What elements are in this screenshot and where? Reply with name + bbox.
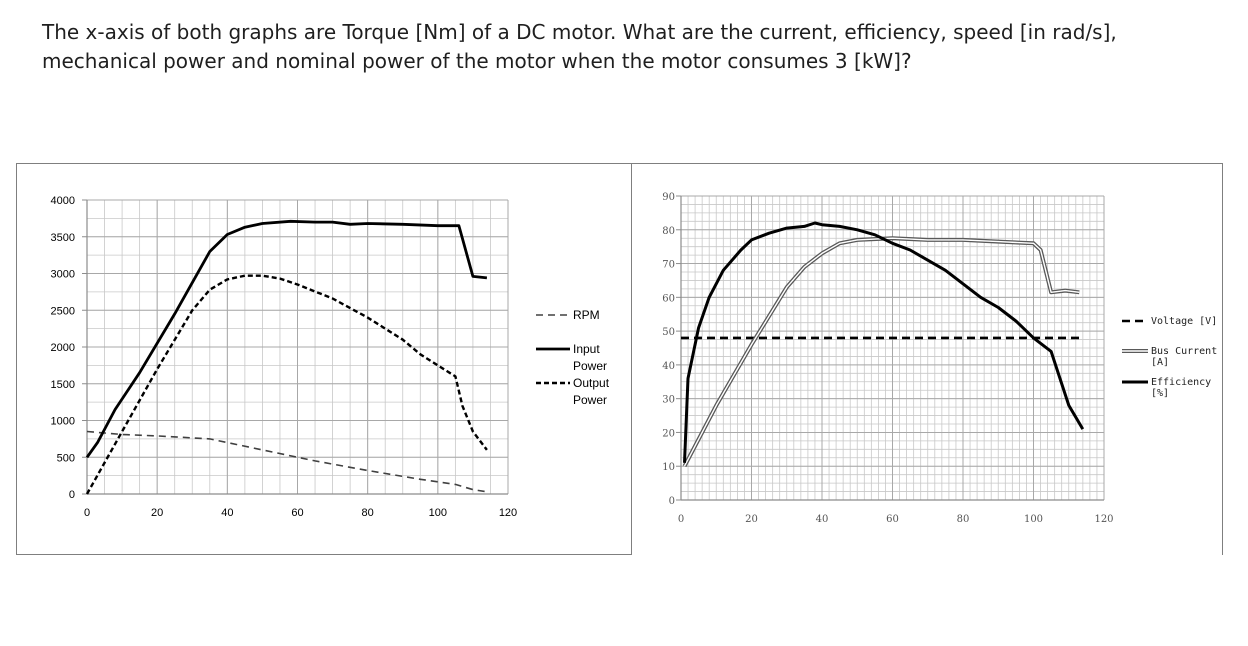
left-x-tick-label: 40 [221, 507, 233, 519]
right-y-tick-label: 90 [662, 192, 675, 203]
right-x-tick-label: 100 [1024, 514, 1043, 525]
right-legend-label-efficiency: Efficiency [%] [1151, 377, 1211, 399]
left-series-input-power [85, 219, 488, 459]
left-y-tick-label: 4000 [51, 195, 75, 207]
left-x-tick-label: 80 [362, 507, 374, 519]
right-x-tick-label: 0 [678, 514, 684, 525]
right-legend-label-bus-current-a: Bus Current [A] [1151, 346, 1217, 368]
left-legend-label-line: Power [573, 393, 607, 407]
left-x-tick-label: 60 [291, 507, 303, 519]
left-x-tick-label: 0 [84, 507, 90, 519]
right-y-tick-label: 40 [662, 361, 675, 372]
right-legend-label-line: Voltage [V] [1151, 316, 1217, 327]
right-legend-label-voltage-v: Voltage [V] [1151, 316, 1217, 327]
right-y-tick-label: 70 [662, 260, 675, 271]
left-y-tick-label: 500 [57, 452, 75, 464]
left-legend-label-rpm: RPM [573, 308, 600, 322]
right-y-tick-label: 60 [662, 293, 675, 304]
torque-chart-current-efficiency: 0 20 40 60 80 100 120 0 10 20 30 40 50 60 70 80 90 Voltag… [632, 163, 1223, 555]
left-legend-label-line: RPM [573, 308, 600, 322]
chart-right-svg: 0 20 40 60 80 100 120 0 10 20 30 40 50 60 70 80 90 Voltag… [662, 192, 1217, 525]
left-y-tick-label: 3000 [51, 269, 75, 281]
right-legend-label-line: [A] [1151, 357, 1169, 368]
right-x-tick-label: 80 [957, 514, 970, 525]
left-legend-label-output-power: Output Power [573, 376, 610, 407]
left-series-rpm [86, 430, 488, 493]
left-legend-label-line: Input [573, 342, 600, 356]
right-y-tick-label: 20 [662, 428, 675, 439]
right-x-tick-label: 40 [816, 514, 829, 525]
chart-left-svg: 0 20 40 60 80 100 120 0 500 1000 1500 2000 2500 3000 3… [51, 195, 610, 519]
right-series-efficiency [683, 221, 1085, 463]
left-x-tick-label: 100 [429, 507, 447, 519]
right-legend-label-line: Efficiency [1151, 377, 1211, 388]
right-x-tick-label: 60 [886, 514, 899, 525]
right-series-bus-current-a [683, 237, 1080, 467]
right-y-tick-label: 50 [662, 327, 675, 338]
left-y-tick-label: 1500 [51, 379, 75, 391]
left-legend-label-line: Output [573, 376, 610, 390]
right-y-tick-label: 10 [662, 462, 675, 473]
left-y-tick-label: 3500 [51, 232, 75, 244]
left-series-output-power [85, 274, 488, 495]
question-text: The x-axis of both graphs are Torque [Nm… [42, 20, 1117, 73]
left-legend-label-line: Power [573, 359, 607, 373]
right-x-tick-label: 120 [1094, 514, 1113, 525]
left-x-tick-label: 20 [151, 507, 163, 519]
left-x-tick-label: 120 [499, 507, 517, 519]
right-x-tick-label: 20 [745, 514, 758, 525]
right-y-tick-label: 80 [662, 226, 675, 237]
right-y-tick-label: 0 [669, 496, 675, 507]
right-y-tick-label: 30 [662, 395, 675, 406]
right-legend-label-line: [%] [1151, 388, 1169, 399]
left-y-tick-label: 1000 [51, 416, 75, 428]
left-y-tick-label: 2500 [51, 305, 75, 317]
left-legend-label-input-power: Input Power [573, 342, 607, 373]
right-legend-label-line: Bus Current [1151, 346, 1217, 357]
left-y-tick-label: 0 [69, 489, 75, 501]
torque-chart-power-rpm: 0 20 40 60 80 100 120 0 500 1000 1500 2000 2500 3000 3… [16, 163, 632, 555]
left-y-tick-label: 2000 [51, 342, 75, 354]
